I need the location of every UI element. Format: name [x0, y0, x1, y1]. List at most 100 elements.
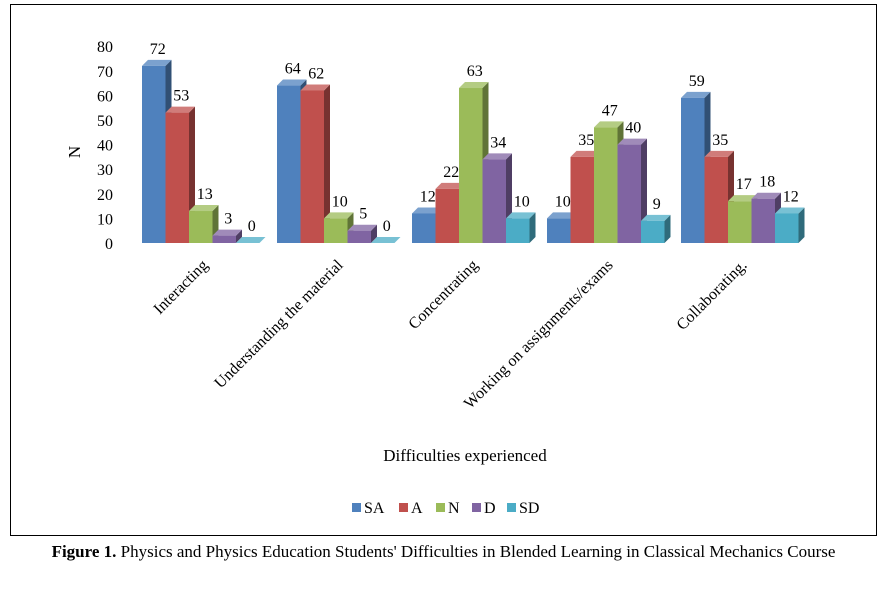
bar-top	[681, 91, 711, 98]
value-label: 18	[759, 174, 775, 191]
bar-d	[347, 224, 377, 243]
value-label: 10	[514, 193, 530, 210]
legend-label: A	[411, 500, 423, 517]
bar-d	[751, 192, 781, 243]
bar-front	[435, 188, 459, 243]
legend-item-n: N	[436, 500, 460, 517]
value-label: 53	[173, 88, 189, 105]
bar-side	[529, 212, 536, 243]
bar-top	[594, 121, 624, 128]
bar-front	[681, 97, 705, 243]
y-axis-label: N	[65, 146, 84, 158]
x-axis-category-labels: Interacting Understanding the material Con…	[151, 256, 751, 412]
value-label: 40	[625, 120, 641, 137]
y-tick-label: 10	[97, 211, 113, 228]
bar-top	[570, 150, 600, 157]
y-axis-ticks: 0 10 20 30 40 50 60 70 80	[97, 39, 113, 253]
bars	[142, 59, 805, 244]
bar-top	[751, 192, 781, 199]
bar-top	[212, 229, 242, 236]
value-label: 34	[490, 134, 506, 151]
legend-swatch	[507, 503, 516, 512]
value-label: 10	[555, 193, 571, 210]
bar-top	[641, 214, 671, 221]
value-label: 62	[308, 65, 324, 82]
bar-front	[300, 90, 324, 243]
bar-front	[347, 230, 371, 243]
value-label: 3	[224, 211, 232, 228]
x-tick-label: Interacting	[151, 257, 212, 318]
bar-front	[775, 213, 799, 243]
value-label: 59	[689, 73, 705, 90]
y-tick-label: 60	[97, 88, 113, 105]
bar-top	[142, 59, 172, 66]
value-label: 63	[467, 63, 483, 80]
bar-front	[142, 65, 166, 243]
bar-front	[482, 159, 506, 243]
value-label: 17	[736, 176, 752, 193]
legend-swatch	[436, 503, 445, 512]
legend-label: D	[484, 500, 496, 517]
bar-front	[277, 85, 301, 243]
caption-label: Figure 1.	[51, 542, 117, 561]
bar-sd	[506, 212, 536, 243]
bar-top	[236, 237, 266, 243]
value-label: 13	[197, 186, 213, 203]
x-tick-label: Working on assignments/exams	[461, 257, 617, 413]
bar-top	[775, 207, 805, 214]
legend-swatch	[399, 503, 408, 512]
bar-front	[189, 211, 213, 243]
x-tick-label: Understanding the material	[211, 256, 347, 392]
bar-sd	[371, 237, 401, 243]
bar-top	[371, 237, 401, 243]
bar-top	[277, 79, 307, 86]
y-tick-label: 50	[97, 113, 113, 130]
bar-side	[236, 229, 242, 243]
legend: SA A N D SD	[352, 500, 539, 517]
legend-item-sa: SA	[352, 500, 385, 517]
bar-top	[704, 150, 734, 157]
value-label: 35	[712, 132, 728, 149]
bar-sd	[236, 237, 266, 243]
value-label: 5	[359, 206, 367, 223]
legend-label: SD	[519, 500, 539, 517]
value-label: 12	[420, 188, 436, 205]
bar-side	[798, 207, 805, 243]
caption-text: Physics and Physics Education Students' …	[116, 542, 836, 561]
legend-item-a: A	[399, 500, 423, 517]
bar-side	[664, 214, 671, 243]
bar-front	[212, 235, 236, 243]
x-tick-label: Collaborating.	[674, 257, 751, 334]
legend-swatch	[352, 503, 361, 512]
bar-top	[412, 207, 442, 214]
bar-front	[751, 198, 775, 243]
bar-d	[212, 229, 242, 243]
value-label: 64	[285, 61, 301, 78]
value-label: 9	[653, 196, 661, 213]
bar-top	[435, 182, 465, 189]
value-label: 47	[602, 102, 618, 119]
bar-top	[300, 84, 330, 91]
value-label: 0	[248, 218, 256, 235]
legend-label: SA	[364, 500, 385, 517]
figure-frame	[10, 4, 877, 536]
x-axis-label: Difficulties experienced	[383, 446, 547, 465]
y-tick-label: 80	[97, 39, 113, 56]
value-label: 22	[443, 164, 459, 181]
figure-caption: Figure 1. Physics and Physics Education …	[10, 540, 877, 564]
legend-label: N	[448, 500, 460, 517]
bar-side	[324, 84, 330, 243]
bar-side	[371, 224, 377, 243]
bar-top	[617, 138, 647, 145]
bar-front	[165, 112, 189, 244]
bar-sd	[775, 207, 805, 243]
value-label: 35	[578, 132, 594, 149]
y-tick-label: 0	[105, 236, 113, 253]
y-tick-label: 30	[97, 162, 113, 179]
bar-a	[300, 84, 330, 243]
bar-sd	[641, 214, 671, 243]
value-label: 72	[150, 41, 166, 58]
y-tick-label: 40	[97, 138, 113, 155]
